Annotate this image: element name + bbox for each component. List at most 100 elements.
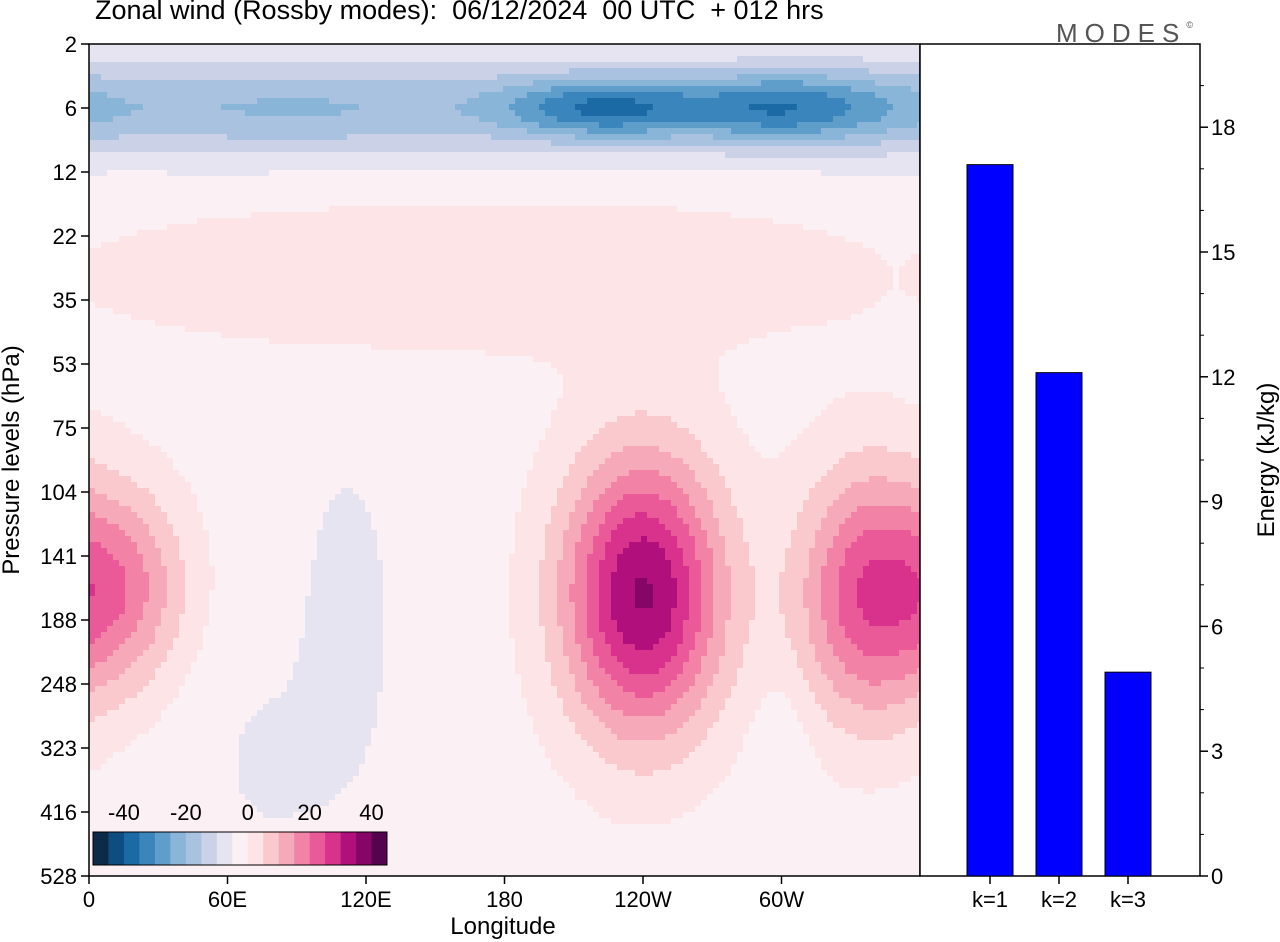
heatmap-cell [101,188,108,195]
heatmap-cell [767,80,774,87]
heatmap-cell [425,134,432,141]
heatmap-cell [191,74,198,81]
heatmap-cell [323,158,330,165]
heatmap-cell [365,146,372,153]
heatmap-cell [719,140,726,147]
heatmap-cell [221,50,228,57]
heatmap-cell [281,62,288,69]
heatmap-cell [827,248,834,255]
heatmap-cell [695,50,702,57]
heatmap-cell [881,242,888,249]
heatmap-cell [389,140,396,147]
heatmap-cell [377,68,384,75]
heatmap-cell [155,86,162,93]
heatmap-cell [905,104,912,111]
heatmap-cell [275,170,282,177]
heatmap-cell [383,158,390,165]
heatmap-cell [461,80,468,87]
heatmap-cell [455,122,462,129]
heatmap-cell [611,98,618,105]
heatmap-cell [569,116,576,123]
heatmap-cell [215,134,222,141]
heatmap-cell [185,80,192,87]
heatmap-cell [515,236,522,243]
heatmap-cell [329,92,336,99]
heatmap-cell [701,56,708,63]
heatmap-cell [347,62,354,69]
heatmap-cell [221,86,228,93]
heatmap-cell [407,116,414,123]
heatmap-cell [377,254,384,261]
heatmap-cell [215,80,222,87]
heatmap-cell [623,230,630,237]
heatmap-cell [557,182,564,189]
heatmap-cell [461,50,468,57]
heatmap-cell [713,200,720,207]
heatmap-cell [899,152,906,159]
heatmap-cell [893,134,900,141]
heatmap-cell [545,206,552,213]
heatmap-cell [563,152,570,159]
heatmap-cell [155,116,162,123]
heatmap-cell [299,50,306,57]
heatmap-cell [539,140,546,147]
heatmap-cell [827,92,834,99]
heatmap-cell [137,86,144,93]
heatmap-cell [587,68,594,75]
heatmap-cell [497,116,504,123]
heatmap-cell [509,98,516,105]
heatmap-cell [143,212,150,219]
heatmap-cell [653,44,660,51]
heatmap-cell [881,98,888,105]
heatmap-cell [593,44,600,51]
heatmap-cell [629,74,636,81]
heatmap-cell [599,212,606,219]
heatmap-cell [857,86,864,93]
heatmap-cell [341,104,348,111]
heatmap-cell [821,224,828,231]
heatmap-cell [461,194,468,201]
heatmap-cell [239,230,246,237]
heatmap-cell [677,110,684,117]
heatmap-cell [107,146,114,153]
heatmap-cell [167,110,174,117]
heatmap-cell [149,158,156,165]
heatmap-cell [773,206,780,213]
heatmap-cell [401,116,408,123]
heatmap-cell [95,236,102,243]
heatmap-cell [605,62,612,69]
heatmap-cell [809,194,816,201]
heatmap-cell [215,152,222,159]
heatmap-cell [245,248,252,255]
heatmap-cell [401,158,408,165]
heatmap-cell [695,98,702,105]
heatmap-cell [779,152,786,159]
heatmap-cell [137,164,144,171]
heatmap-cell [299,128,306,135]
heatmap-cell [431,86,438,93]
heatmap-cell [635,62,642,69]
heatmap-cell [341,212,348,219]
heatmap-cell [785,134,792,141]
heatmap-cell [827,236,834,243]
heatmap-cell [407,74,414,81]
heatmap-cell [659,98,666,105]
heatmap-cell [767,146,774,153]
heatmap-cell [875,74,882,81]
heatmap-cell [623,122,630,129]
heatmap-cell [413,212,420,219]
heatmap-cell [395,62,402,69]
heatmap-cell [911,122,918,129]
heatmap-cell [713,206,720,213]
heatmap-cell [695,68,702,75]
heatmap-cell [845,194,852,201]
heatmap-cell [665,116,672,123]
heatmap-cell [347,158,354,165]
heatmap-cell [803,74,810,81]
heatmap-cell [905,134,912,141]
heatmap-cell [329,158,336,165]
heatmap-cell [581,236,588,243]
heatmap-cell [89,44,96,51]
heatmap-cell [665,140,672,147]
heatmap-cell [797,188,804,195]
